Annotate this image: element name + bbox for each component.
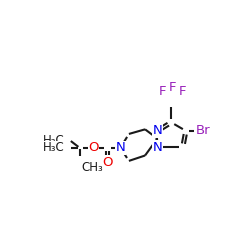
Text: O: O xyxy=(102,156,113,169)
Text: H₃C: H₃C xyxy=(42,141,64,154)
Text: N: N xyxy=(152,124,162,137)
Text: N: N xyxy=(116,141,125,154)
Text: F: F xyxy=(178,85,186,98)
Text: N: N xyxy=(152,140,162,153)
Text: H₃C: H₃C xyxy=(42,134,64,146)
Text: O: O xyxy=(88,141,99,154)
Text: CH₃: CH₃ xyxy=(81,161,103,174)
Text: F: F xyxy=(159,85,166,98)
Text: F: F xyxy=(168,81,176,94)
Text: Br: Br xyxy=(196,124,210,137)
